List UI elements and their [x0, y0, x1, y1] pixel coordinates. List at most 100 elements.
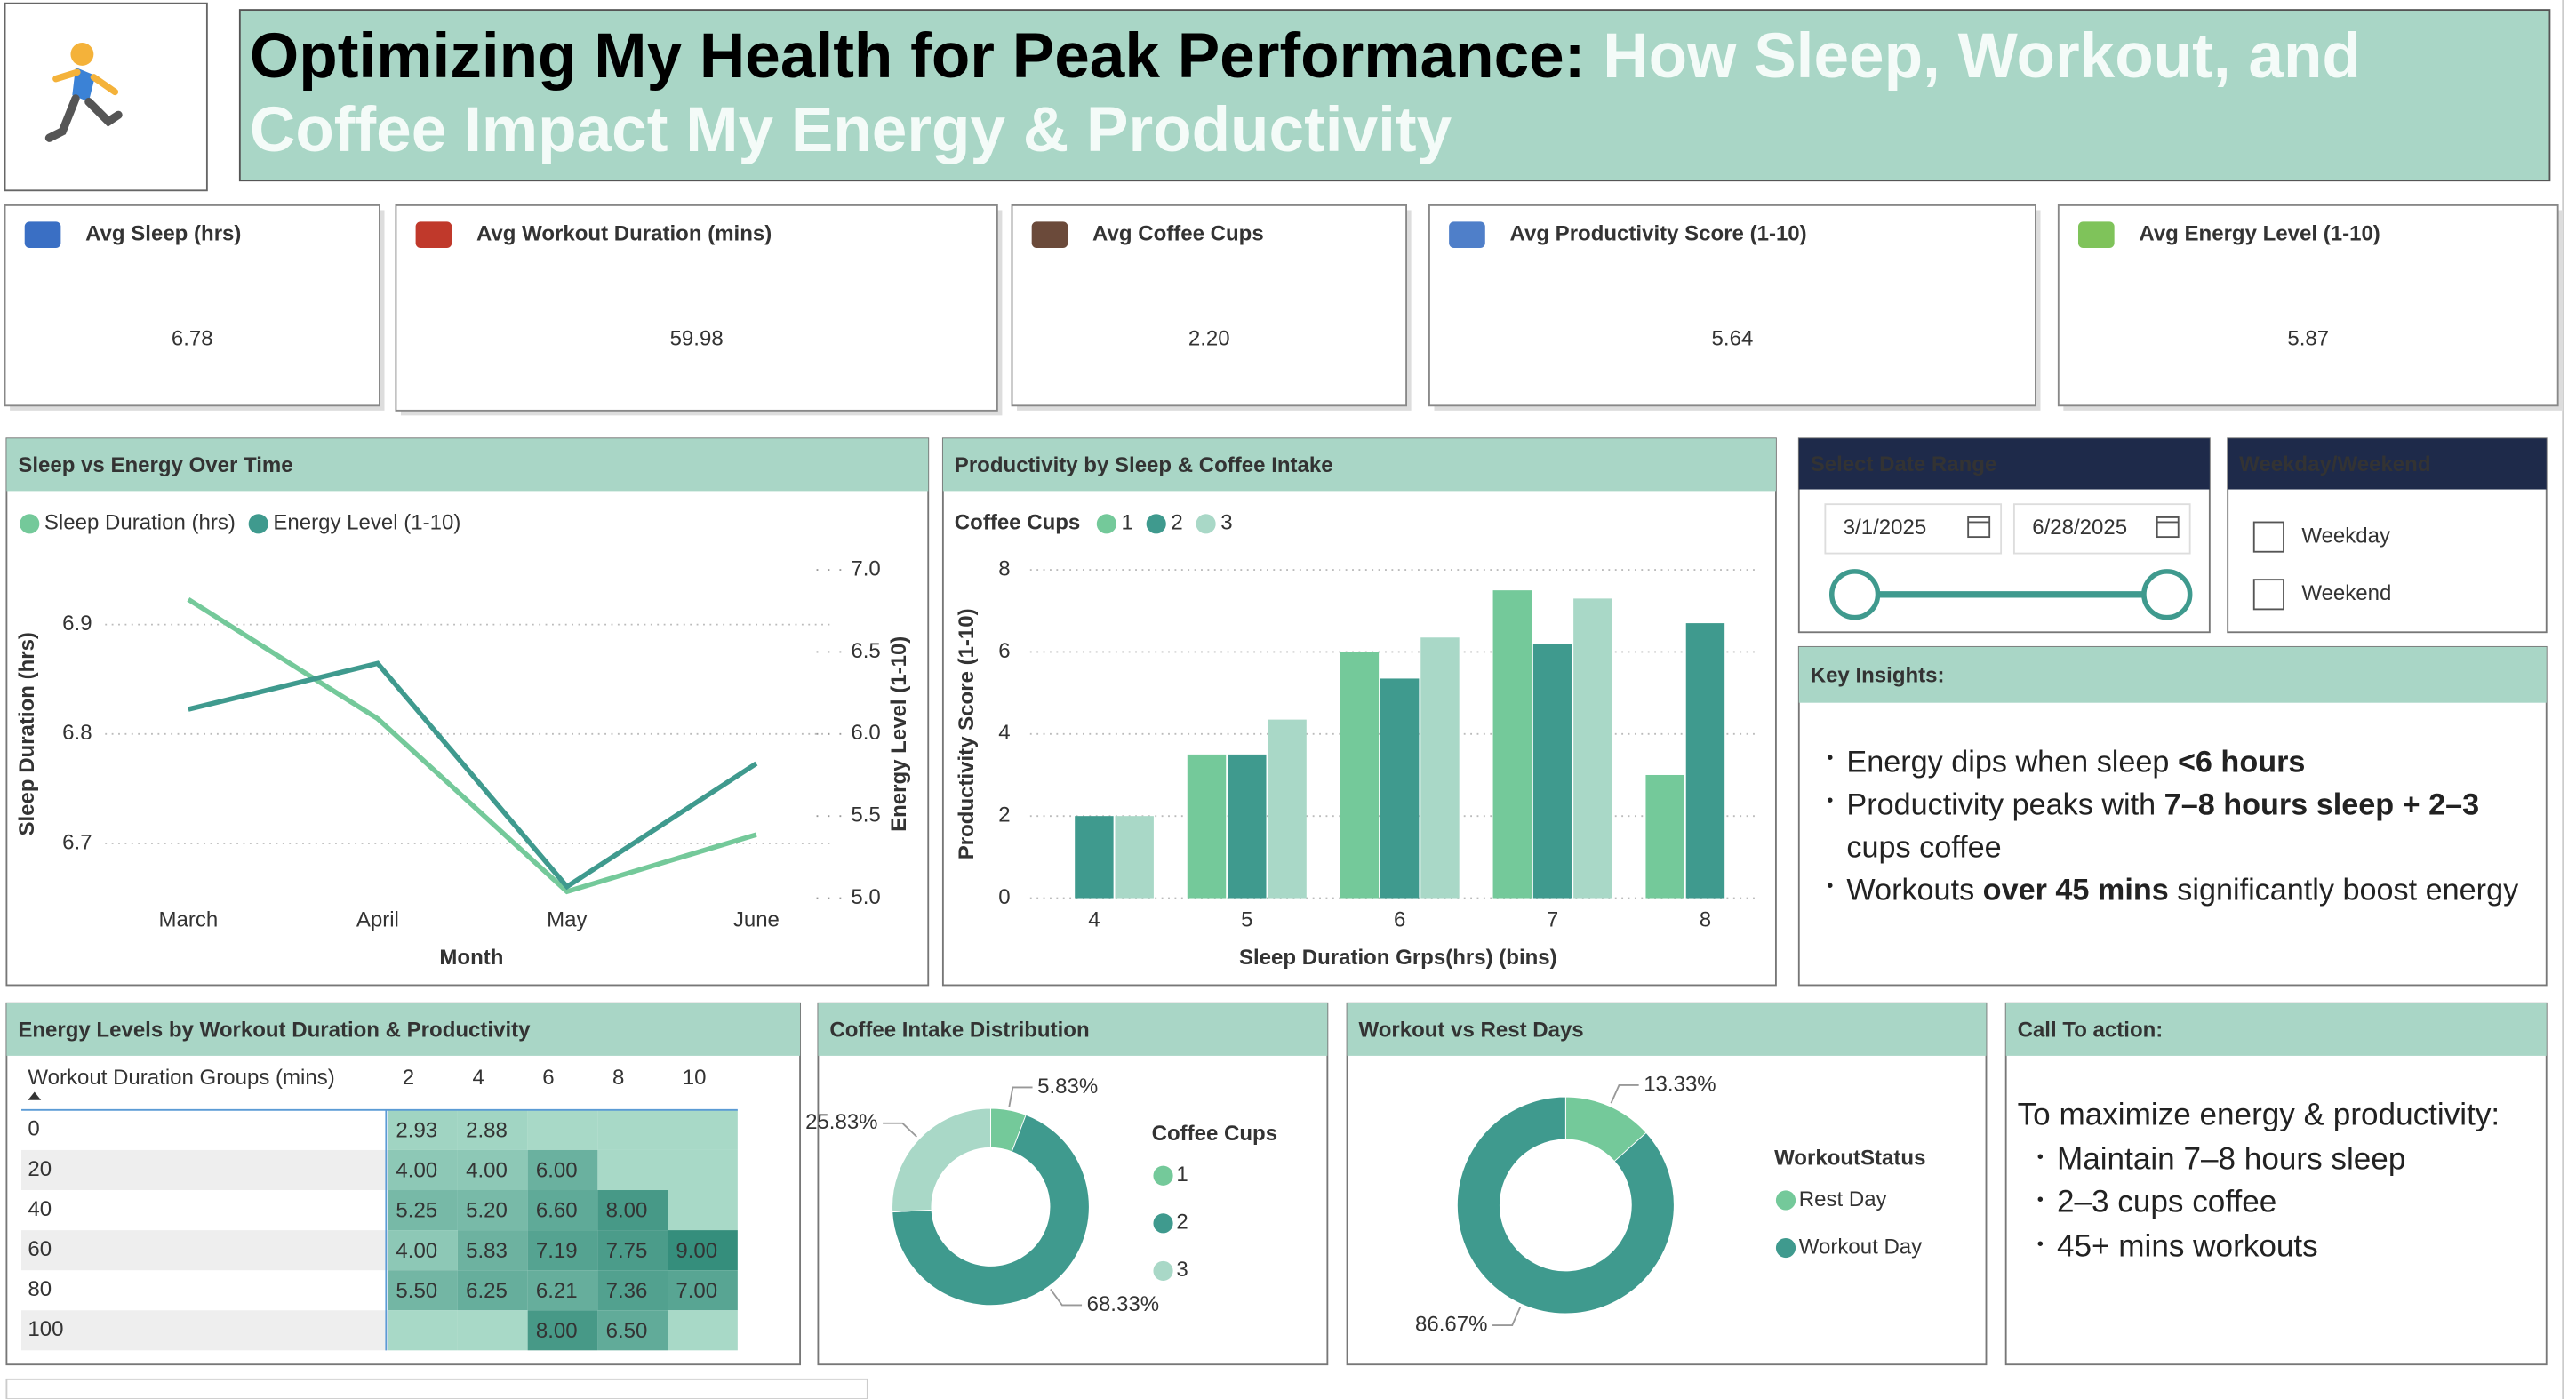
y-tick-label: 4 — [998, 721, 1010, 745]
donut-slice — [892, 1114, 1090, 1307]
y2-tick-label: 5.0 — [851, 885, 880, 909]
data-label: 25.83% — [805, 1110, 877, 1134]
insight-text: cups coffee — [1846, 828, 2002, 864]
heat-cell — [457, 1109, 528, 1150]
x-tick-label: April — [356, 908, 399, 932]
slider-handle[interactable] — [2141, 569, 2193, 620]
legend-marker — [248, 514, 268, 534]
legend-label: Sleep Duration (hrs) — [44, 511, 236, 535]
column-header: Workout Duration Groups (mins) — [28, 1066, 334, 1090]
leader-line — [1610, 1084, 1639, 1104]
panel-title: Weekday/Weekend — [2239, 452, 2430, 476]
cell-value: 4.00 — [396, 1159, 437, 1183]
x-tick-label: 4 — [1088, 908, 1100, 932]
panel-title-band — [1798, 646, 2547, 703]
heat-cell — [597, 1109, 668, 1150]
panel — [5, 437, 930, 987]
insight-text: 7–8 hours sleep + 2–3 — [2164, 786, 2480, 821]
insights-list: Energy dips when sleep <6 hoursProductiv… — [1824, 740, 2531, 911]
cell-value: 6.21 — [536, 1279, 578, 1303]
column-label: 10 — [683, 1066, 707, 1090]
heat-cell — [597, 1230, 668, 1271]
bar — [1420, 637, 1460, 899]
data-label: 13.33% — [1644, 1072, 1716, 1096]
panel-title: Energy Levels by Workout Duration & Prod… — [18, 1019, 531, 1043]
panel-title: Call To action: — [2018, 1019, 2164, 1043]
heat-cell — [388, 1190, 458, 1231]
date-input — [2012, 503, 2191, 555]
kpi-icon — [24, 221, 61, 248]
title-band — [238, 9, 2551, 182]
kpi-icon — [1449, 221, 1485, 248]
legend-marker — [1096, 514, 1116, 534]
heat-cell — [597, 1190, 668, 1231]
heat-cell — [388, 1270, 458, 1311]
date-input — [1824, 503, 2003, 555]
sort-arrow — [28, 1091, 42, 1100]
logo-box — [4, 2, 208, 192]
cell-value: 6.25 — [466, 1279, 508, 1303]
bottom-strip — [5, 1378, 868, 1399]
panel-title: Key Insights: — [1811, 663, 1945, 687]
panel-title-band — [1798, 438, 2210, 490]
cell-value: 5.25 — [396, 1199, 437, 1223]
legend-label: 3 — [1220, 511, 1232, 535]
legend-marker — [1196, 514, 1216, 534]
panel-title-band — [818, 1003, 1328, 1056]
x-tick-label: May — [547, 908, 587, 932]
kpi-icon — [415, 221, 452, 248]
heat-cell — [388, 1310, 458, 1351]
heat-cell — [457, 1190, 528, 1231]
y-tick-label: 6.9 — [62, 612, 92, 636]
cell-value: 7.19 — [536, 1239, 578, 1263]
checkbox[interactable] — [2252, 521, 2284, 553]
kpi-card — [1428, 204, 2036, 407]
y2-tick-label: 6.0 — [851, 721, 880, 745]
x-tick-label: June — [733, 908, 780, 932]
column-label: 8 — [612, 1066, 624, 1090]
title: Optimizing My Health for Peak Performanc… — [250, 20, 2543, 167]
insight-item: Productivity peaks with 7–8 hours sleep … — [1824, 780, 2531, 868]
checkbox[interactable] — [2252, 579, 2284, 611]
cta-list: Maintain 7–8 hours sleep2–3 cups coffee4… — [2034, 1136, 2540, 1269]
panel-title: Coffee Intake Distribution — [829, 1019, 1089, 1043]
kpi-value: 5.87 — [2287, 327, 2329, 351]
leader-line — [1492, 1307, 1522, 1326]
kpi-card — [2057, 204, 2559, 407]
insights-box: Energy dips when sleep <6 hoursProductiv… — [1824, 740, 2531, 971]
legend-label: 1 — [1176, 1163, 1188, 1187]
cell-value: 7.75 — [606, 1239, 648, 1263]
panel-title-band — [942, 438, 1776, 492]
heat-cell — [527, 1149, 598, 1191]
kpi-card — [1011, 204, 1407, 407]
leader-line — [1008, 1086, 1033, 1107]
insight-text: <6 hours — [2177, 743, 2306, 779]
column-label: 4 — [473, 1066, 484, 1090]
panel-title: Productivity by Sleep & Coffee Intake — [955, 453, 1333, 477]
heat-cell — [597, 1149, 668, 1191]
legend-label: Rest Day — [1799, 1187, 1887, 1211]
cta-item: 2–3 cups coffee — [2034, 1179, 2540, 1226]
kpi-icon — [2077, 221, 2115, 248]
kpi-value: 5.64 — [1712, 327, 1754, 351]
panel-title-band — [6, 1003, 801, 1056]
kpi-value: 6.78 — [172, 327, 213, 351]
y-tick-label: 6.8 — [62, 721, 92, 745]
kpi-label: Avg Workout Duration (mins) — [476, 222, 772, 246]
bar — [1228, 754, 1267, 899]
y2-tick-label: 7.0 — [851, 556, 880, 580]
donut-slice — [1456, 1096, 1675, 1315]
y-tick-label: 6.7 — [62, 830, 92, 854]
heat-cell — [668, 1270, 738, 1311]
y-tick-label: 0 — [998, 885, 1010, 909]
cta-item: 45+ mins workouts — [2034, 1222, 2540, 1269]
cell-value: 6.00 — [536, 1159, 578, 1183]
bar — [1115, 816, 1154, 899]
kpi-label: Avg Sleep (hrs) — [85, 222, 241, 246]
row-label: 40 — [28, 1197, 52, 1221]
y-axis-label: Productivity Score (1-10) — [955, 608, 979, 859]
slider-handle[interactable] — [1828, 569, 1881, 620]
heat-cell — [388, 1149, 458, 1191]
runner-icon — [44, 43, 123, 142]
row-label: 60 — [28, 1237, 52, 1261]
